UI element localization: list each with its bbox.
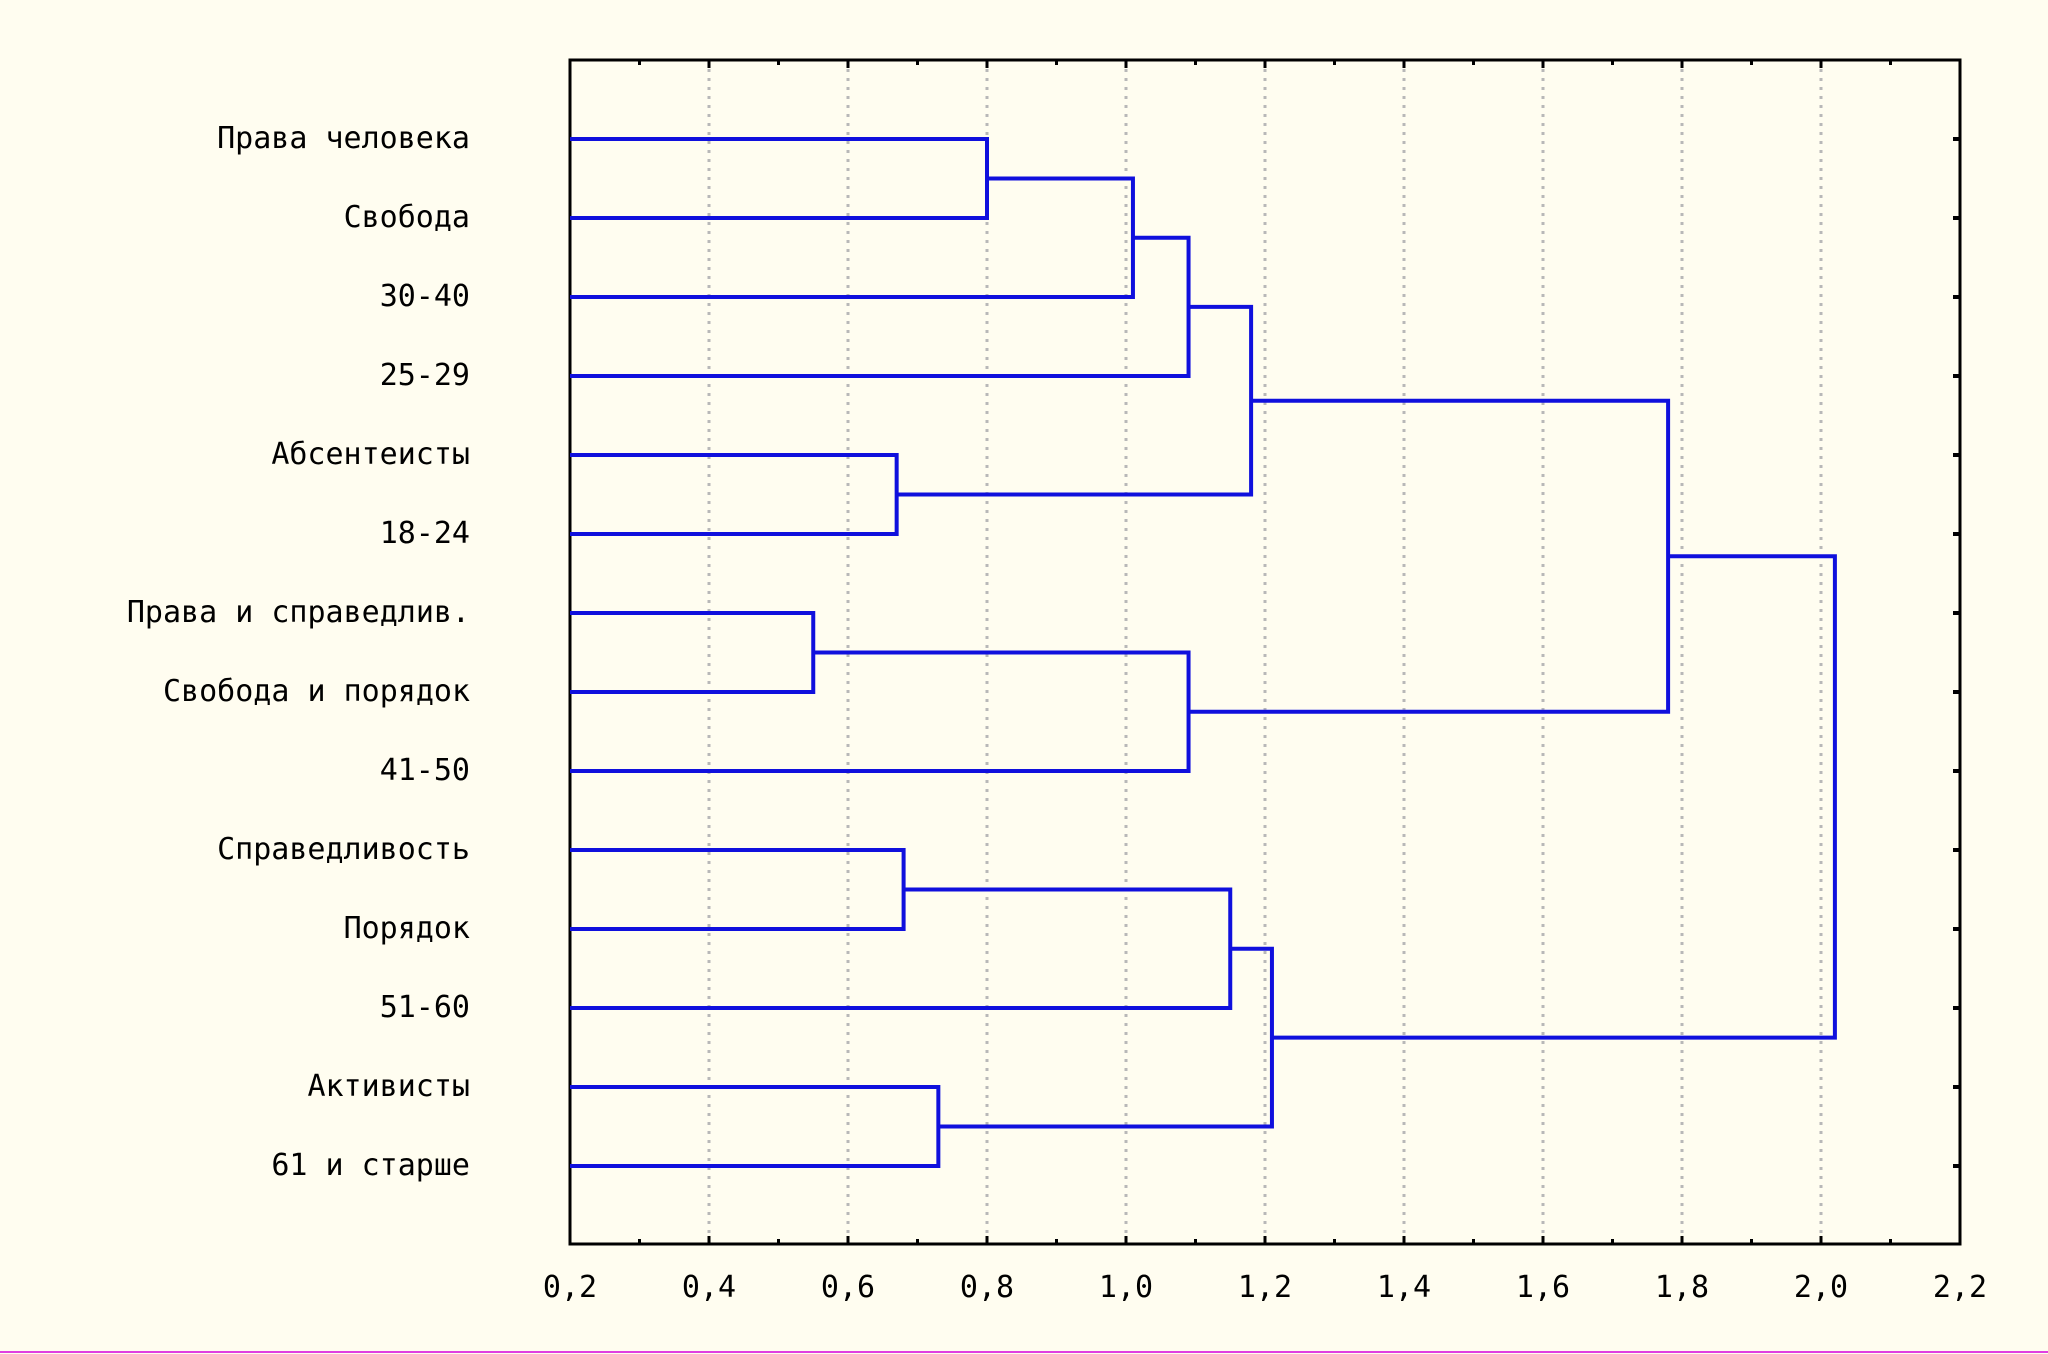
leaf-labels: Права человека Свобода 30-40 25-29 Абсентеис…: [127, 121, 470, 1183]
leaf-label: Свобода: [344, 200, 470, 235]
axis-ticks: [568, 60, 1962, 1244]
leaf-label: 51-60: [380, 990, 470, 1025]
x-tick-label: 0,6: [821, 1270, 875, 1305]
x-tick-label: 0,8: [960, 1270, 1014, 1305]
dendrogram-link: [1271, 554, 1837, 1040]
leaf-label: Активисты: [307, 1069, 470, 1104]
x-axis-tick-labels: 0,2 0,4 0,6 0,8 1,0 1,2 1,4 1,6 1,8 2,0 2,2: [543, 1270, 1987, 1305]
leaf-label: Права и справедлив.: [127, 595, 470, 630]
x-tick-label: 1,6: [1516, 1270, 1570, 1305]
x-tick-label: 2,2: [1933, 1270, 1987, 1305]
leaf-label: Права человека: [217, 121, 470, 156]
leaf-label: 61 и старше: [271, 1148, 470, 1183]
x-tick-label: 0,2: [543, 1270, 597, 1305]
x-tick-label: 1,8: [1655, 1270, 1709, 1305]
leaf-label: Абсентеисты: [271, 437, 470, 472]
leaf-label: Порядок: [344, 911, 470, 946]
x-tick-label: 0,4: [682, 1270, 736, 1305]
leaf-label: 41-50: [380, 753, 470, 788]
leaf-label: 25-29: [380, 358, 470, 393]
leaf-label: 18-24: [380, 516, 470, 551]
x-tick-label: 1,2: [1238, 1270, 1292, 1305]
leaf-label: Свобода и порядок: [163, 674, 470, 709]
leaf-label: 30-40: [380, 279, 470, 314]
x-tick-label: 1,0: [1099, 1270, 1153, 1305]
leaf-label: Справедливость: [217, 832, 470, 867]
x-tick-label: 2,0: [1794, 1270, 1848, 1305]
dendrogram-links: [570, 137, 1837, 1168]
x-tick-label: 1,4: [1377, 1270, 1431, 1305]
